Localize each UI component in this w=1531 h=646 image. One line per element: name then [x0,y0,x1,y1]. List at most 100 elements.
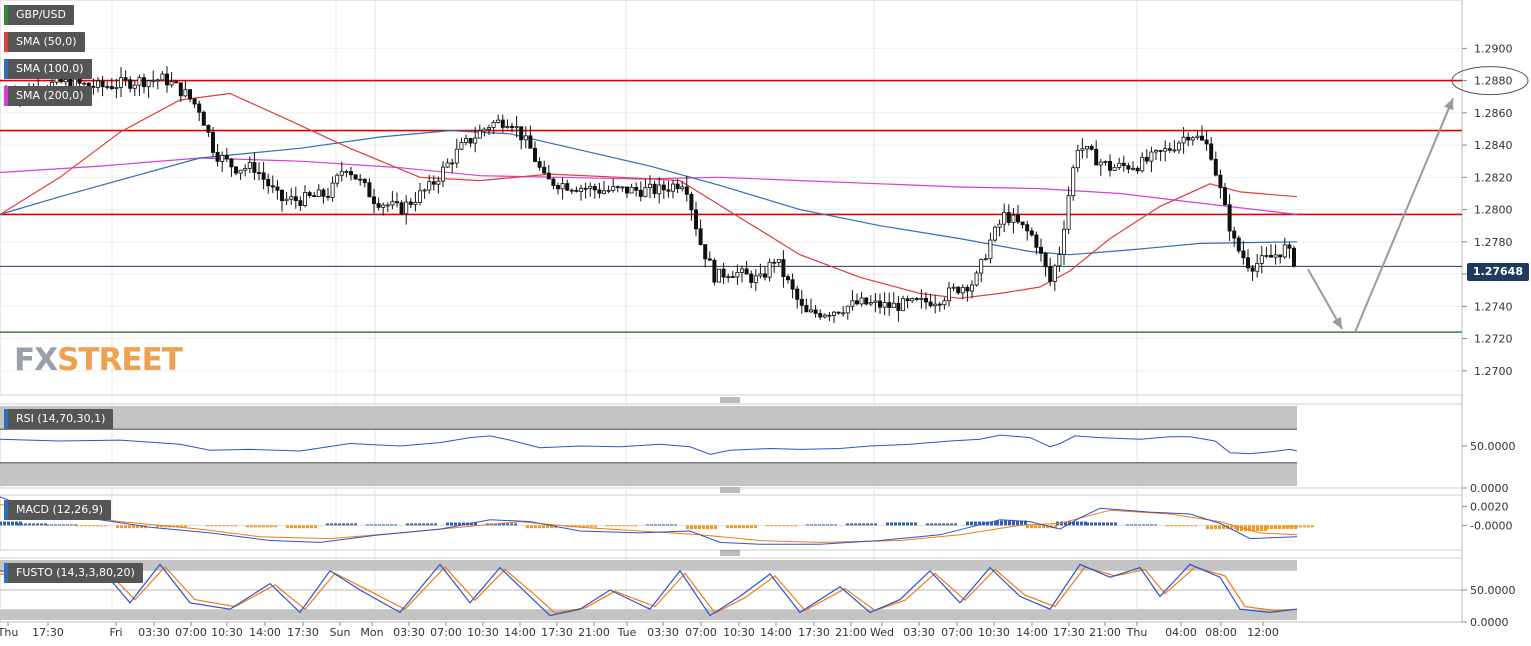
candle-body [500,119,505,128]
macd-histogram-bar [294,525,297,529]
macd-histogram-bar [1106,522,1109,526]
macd-histogram-bar [886,522,889,526]
indicator-pane [0,494,1463,551]
candle-body [1158,150,1163,152]
macd-histogram-bar [254,525,257,528]
macd-histogram-bar [1248,525,1251,532]
candle-body [132,84,137,89]
candle-body [105,86,110,88]
macd-histogram-bar [734,525,737,529]
candle-body [266,178,271,187]
candle-body [951,286,956,289]
time-tick-label: 10:30 [467,626,499,639]
candle-body [868,302,873,305]
macd-histogram-bar [534,525,537,529]
candle-body [556,185,561,190]
legend-badge-sma200[interactable]: SMA (200,0) [4,86,92,106]
candle-body [178,82,183,97]
macd-histogram-bar [550,525,553,529]
candle-body [353,174,358,180]
main-pane [0,0,1463,396]
candle-body [164,73,169,86]
macd-histogram-bar [906,522,909,526]
candle-body [238,169,243,174]
candle-body [160,73,165,81]
candle-body [845,305,850,314]
candle-body [1016,214,1021,223]
macd-histogram-bar [894,522,897,526]
macd-histogram-bar [124,525,127,529]
candle-body [560,183,565,190]
candle-body [933,303,938,307]
macd-histogram-bar [462,522,465,526]
macd-histogram-bar [862,523,865,526]
macd-histogram-bar [606,525,609,527]
macd-histogram-bar [28,523,31,526]
legend-swatch [4,32,8,52]
macd-histogram-bar [92,525,95,527]
candle-body [905,298,910,302]
macd-histogram-bar [726,525,729,529]
legend-badge-sma50[interactable]: SMA (50,0) [4,32,85,52]
legend-badge-sma100[interactable]: SMA (100,0) [4,59,92,79]
legend-badge-macd[interactable]: MACD (12,26,9) [4,500,112,520]
candle-body [583,187,588,190]
candle-body [707,258,712,261]
macd-histogram-bar [378,524,381,526]
macd-histogram-bar [634,525,637,527]
macd-histogram-bar [1307,525,1310,528]
macd-histogram-bar [1283,525,1286,528]
macd-histogram-bar [530,525,533,529]
candle-body [914,298,919,300]
macd-histogram-bar [1266,525,1269,530]
macd-histogram-bar [1042,525,1045,529]
macd-histogram-bar [1178,525,1181,527]
time-tick-label: 14:00 [760,626,792,639]
candle-body [698,228,703,245]
candle-body [1292,247,1297,267]
candle-body [1154,150,1159,153]
macd-histogram-bar [136,525,139,529]
candle-body [947,287,952,302]
macd-histogram-bar [0,521,2,526]
legend-badge-symbol[interactable]: GBP/USD [4,5,74,25]
candle-body [1200,135,1205,141]
candle-body [588,186,593,189]
macd-histogram-bar [746,525,749,529]
candle-body [841,312,846,315]
candle-body [114,86,119,89]
legend-badge-rsi[interactable]: RSI (14,70,30,1) [4,409,114,429]
forecast-arrow-head [1332,316,1342,329]
time-tick-label: 21:00 [835,626,867,639]
macd-histogram-bar [274,525,277,528]
time-tick-label: 21:00 [578,626,610,639]
macd-histogram-bar [74,524,77,526]
legend-label: SMA (200,0) [16,89,84,102]
macd-histogram-bar [950,523,953,526]
macd-histogram-bar [1278,525,1281,530]
macd-histogram-bar [910,522,913,526]
macd-histogram-bar [76,525,79,527]
candle-body [509,125,514,128]
candle-body [344,171,349,173]
candle-body [694,209,699,230]
macd-histogram-bar [754,525,757,529]
macd-histogram-bar [226,525,229,527]
candle-body [348,171,353,176]
macd-histogram-bar [418,523,421,526]
price-tick-label: 1.2900 [1474,42,1513,55]
candle-body [919,297,924,300]
legend-badge-fusto[interactable]: FUSTO (14,3,3,80,20) [4,563,143,583]
candle-body [937,303,942,306]
time-tick-label: 04:00 [1165,626,1197,639]
candle-body [362,178,367,184]
candle-body [1108,161,1113,171]
candle-body [339,171,344,176]
macd-histogram-bar [1086,522,1089,526]
macd-histogram-bar [80,525,83,527]
macd-histogram-bar [120,525,123,529]
candle-body [666,189,671,192]
macd-histogram-bar [526,525,529,529]
macd-histogram-bar [454,522,457,526]
